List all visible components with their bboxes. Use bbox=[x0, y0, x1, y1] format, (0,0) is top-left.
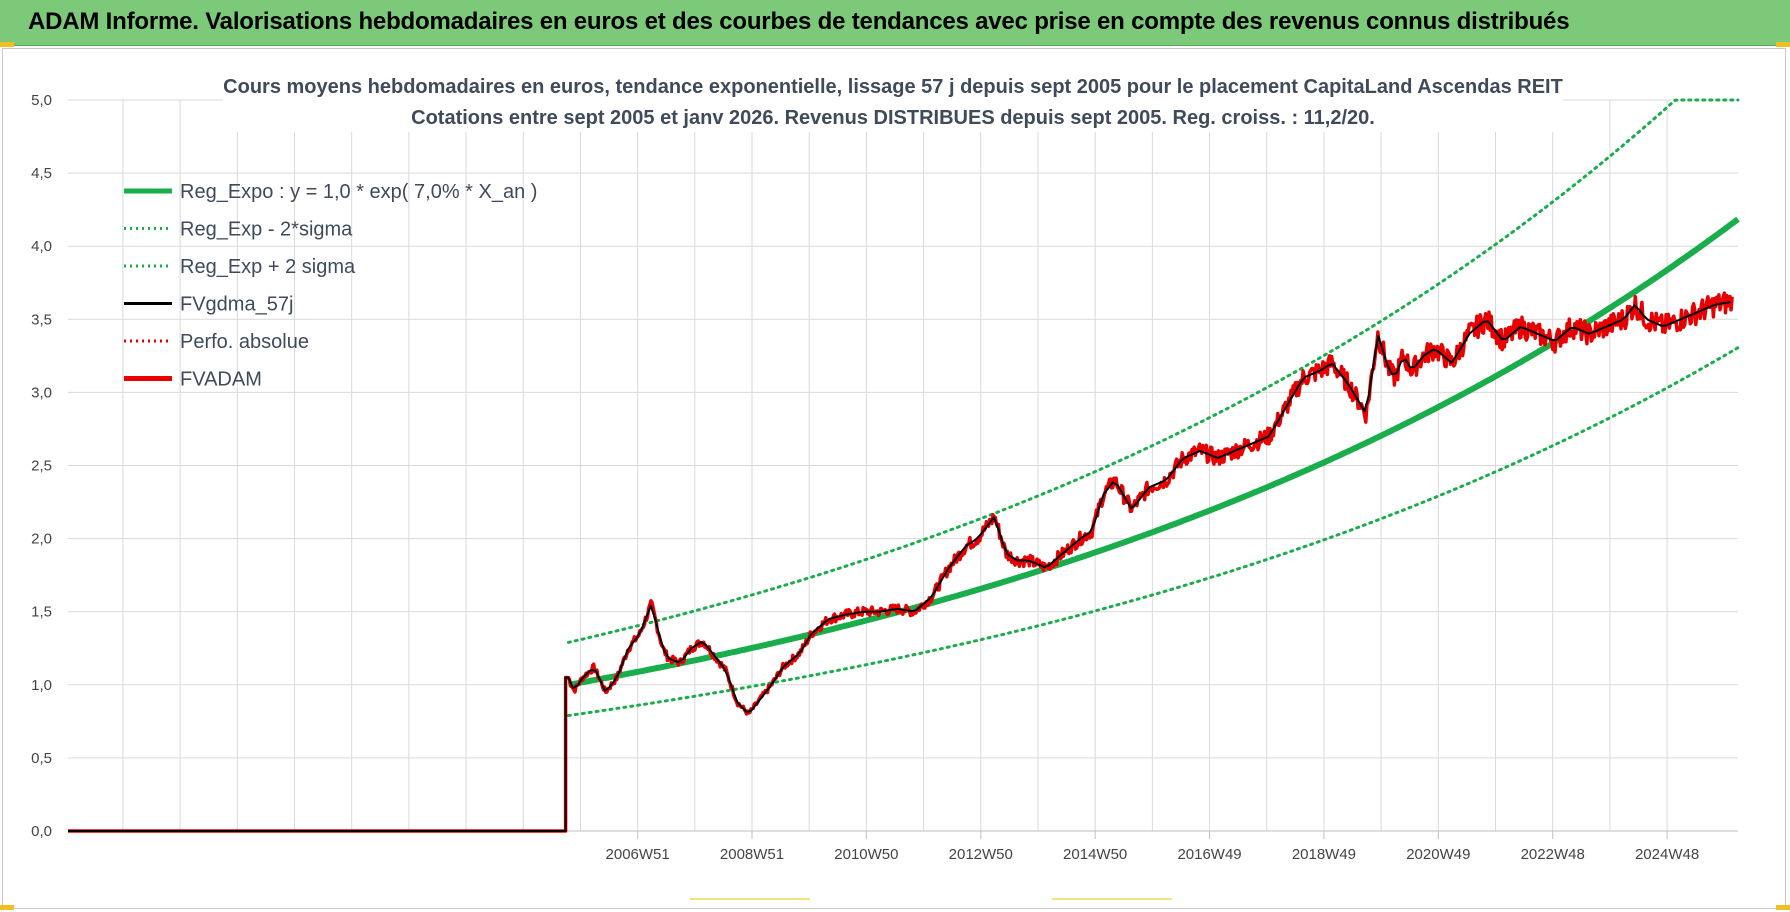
title-background bbox=[223, 70, 1563, 132]
y-tick-label: 4,0 bbox=[31, 238, 52, 255]
chart-frame bbox=[2, 48, 1786, 909]
x-tick-label: 2010W50 bbox=[834, 846, 898, 863]
corner-mark-top-left bbox=[0, 42, 14, 47]
selection-mark bbox=[1052, 898, 1172, 900]
y-tick-label: 3,5 bbox=[31, 311, 52, 328]
selection-mark bbox=[690, 898, 810, 900]
x-axis: 2006W51 2008W51 2010W50 2012W50 2014W50 2016W… bbox=[68, 830, 1738, 863]
chart-title-line1: Cours moyens hebdomadaires en euros, ten… bbox=[223, 76, 1563, 98]
series-fvadam bbox=[68, 291, 1734, 833]
x-tick-label: 2022W48 bbox=[1521, 846, 1585, 863]
corner-mark-bottom-right bbox=[1776, 905, 1790, 910]
y-tick-label: 4,5 bbox=[31, 165, 52, 182]
legend-label: FVgdma_57j bbox=[180, 294, 293, 316]
x-tick-label: 2008W51 bbox=[720, 846, 784, 863]
legend-label: Reg_Exp - 2*sigma bbox=[180, 219, 353, 241]
corner-mark-bottom-left bbox=[0, 905, 14, 910]
x-tick-label: 2006W51 bbox=[606, 846, 670, 863]
y-tick-label: 5,0 bbox=[31, 92, 52, 109]
x-tick-label: 2018W49 bbox=[1292, 846, 1356, 863]
x-tick-label: 2012W50 bbox=[949, 846, 1013, 863]
x-tick-label: 2014W50 bbox=[1063, 846, 1127, 863]
y-tick-label: 2,0 bbox=[31, 531, 52, 548]
corner-mark-top-right bbox=[1776, 42, 1790, 47]
chart-title-line2: Cotations entre sept 2005 et janv 2026. … bbox=[411, 107, 1375, 129]
x-tick-label: 2016W49 bbox=[1177, 846, 1241, 863]
legend-label: Perfo. absolue bbox=[180, 331, 309, 353]
header-title: ADAM Informe. Valorisations hebdomadaire… bbox=[28, 8, 1570, 35]
x-tick-label: 2020W49 bbox=[1406, 846, 1470, 863]
legend-label: FVADAM bbox=[180, 369, 262, 391]
y-tick-label: 3,0 bbox=[31, 384, 52, 401]
y-tick-label: 2,5 bbox=[31, 458, 52, 475]
x-tick-label: 2024W48 bbox=[1635, 846, 1699, 863]
y-axis: 0,0 0,5 1,0 1,5 2,0 2,5 3,0 3,5 4,0 4,5 5,0 bbox=[31, 92, 52, 840]
header-banner: ADAM Informe. Valorisations hebdomadaire… bbox=[0, 0, 1790, 46]
legend-label: Reg_Expo : y = 1,0 * exp( 7,0% * X_an ) bbox=[180, 181, 537, 203]
series-fvgdma-57j bbox=[68, 301, 1731, 832]
series-reg-exp-minus-2sigma bbox=[566, 346, 1740, 717]
y-tick-label: 0,0 bbox=[31, 823, 52, 840]
y-tick-label: 0,5 bbox=[31, 750, 52, 767]
series-group bbox=[68, 98, 1740, 833]
y-tick-label: 1,0 bbox=[31, 677, 52, 694]
gridlines bbox=[68, 99, 1738, 832]
series-reg-exp-plus-2sigma bbox=[566, 98, 1740, 644]
series-reg-expo bbox=[567, 216, 1740, 688]
y-tick-label: 1,5 bbox=[31, 604, 52, 621]
legend-label: Reg_Exp + 2 sigma bbox=[180, 256, 356, 278]
legend: Reg_Expo : y = 1,0 * exp( 7,0% * X_an ) R… bbox=[124, 181, 537, 391]
